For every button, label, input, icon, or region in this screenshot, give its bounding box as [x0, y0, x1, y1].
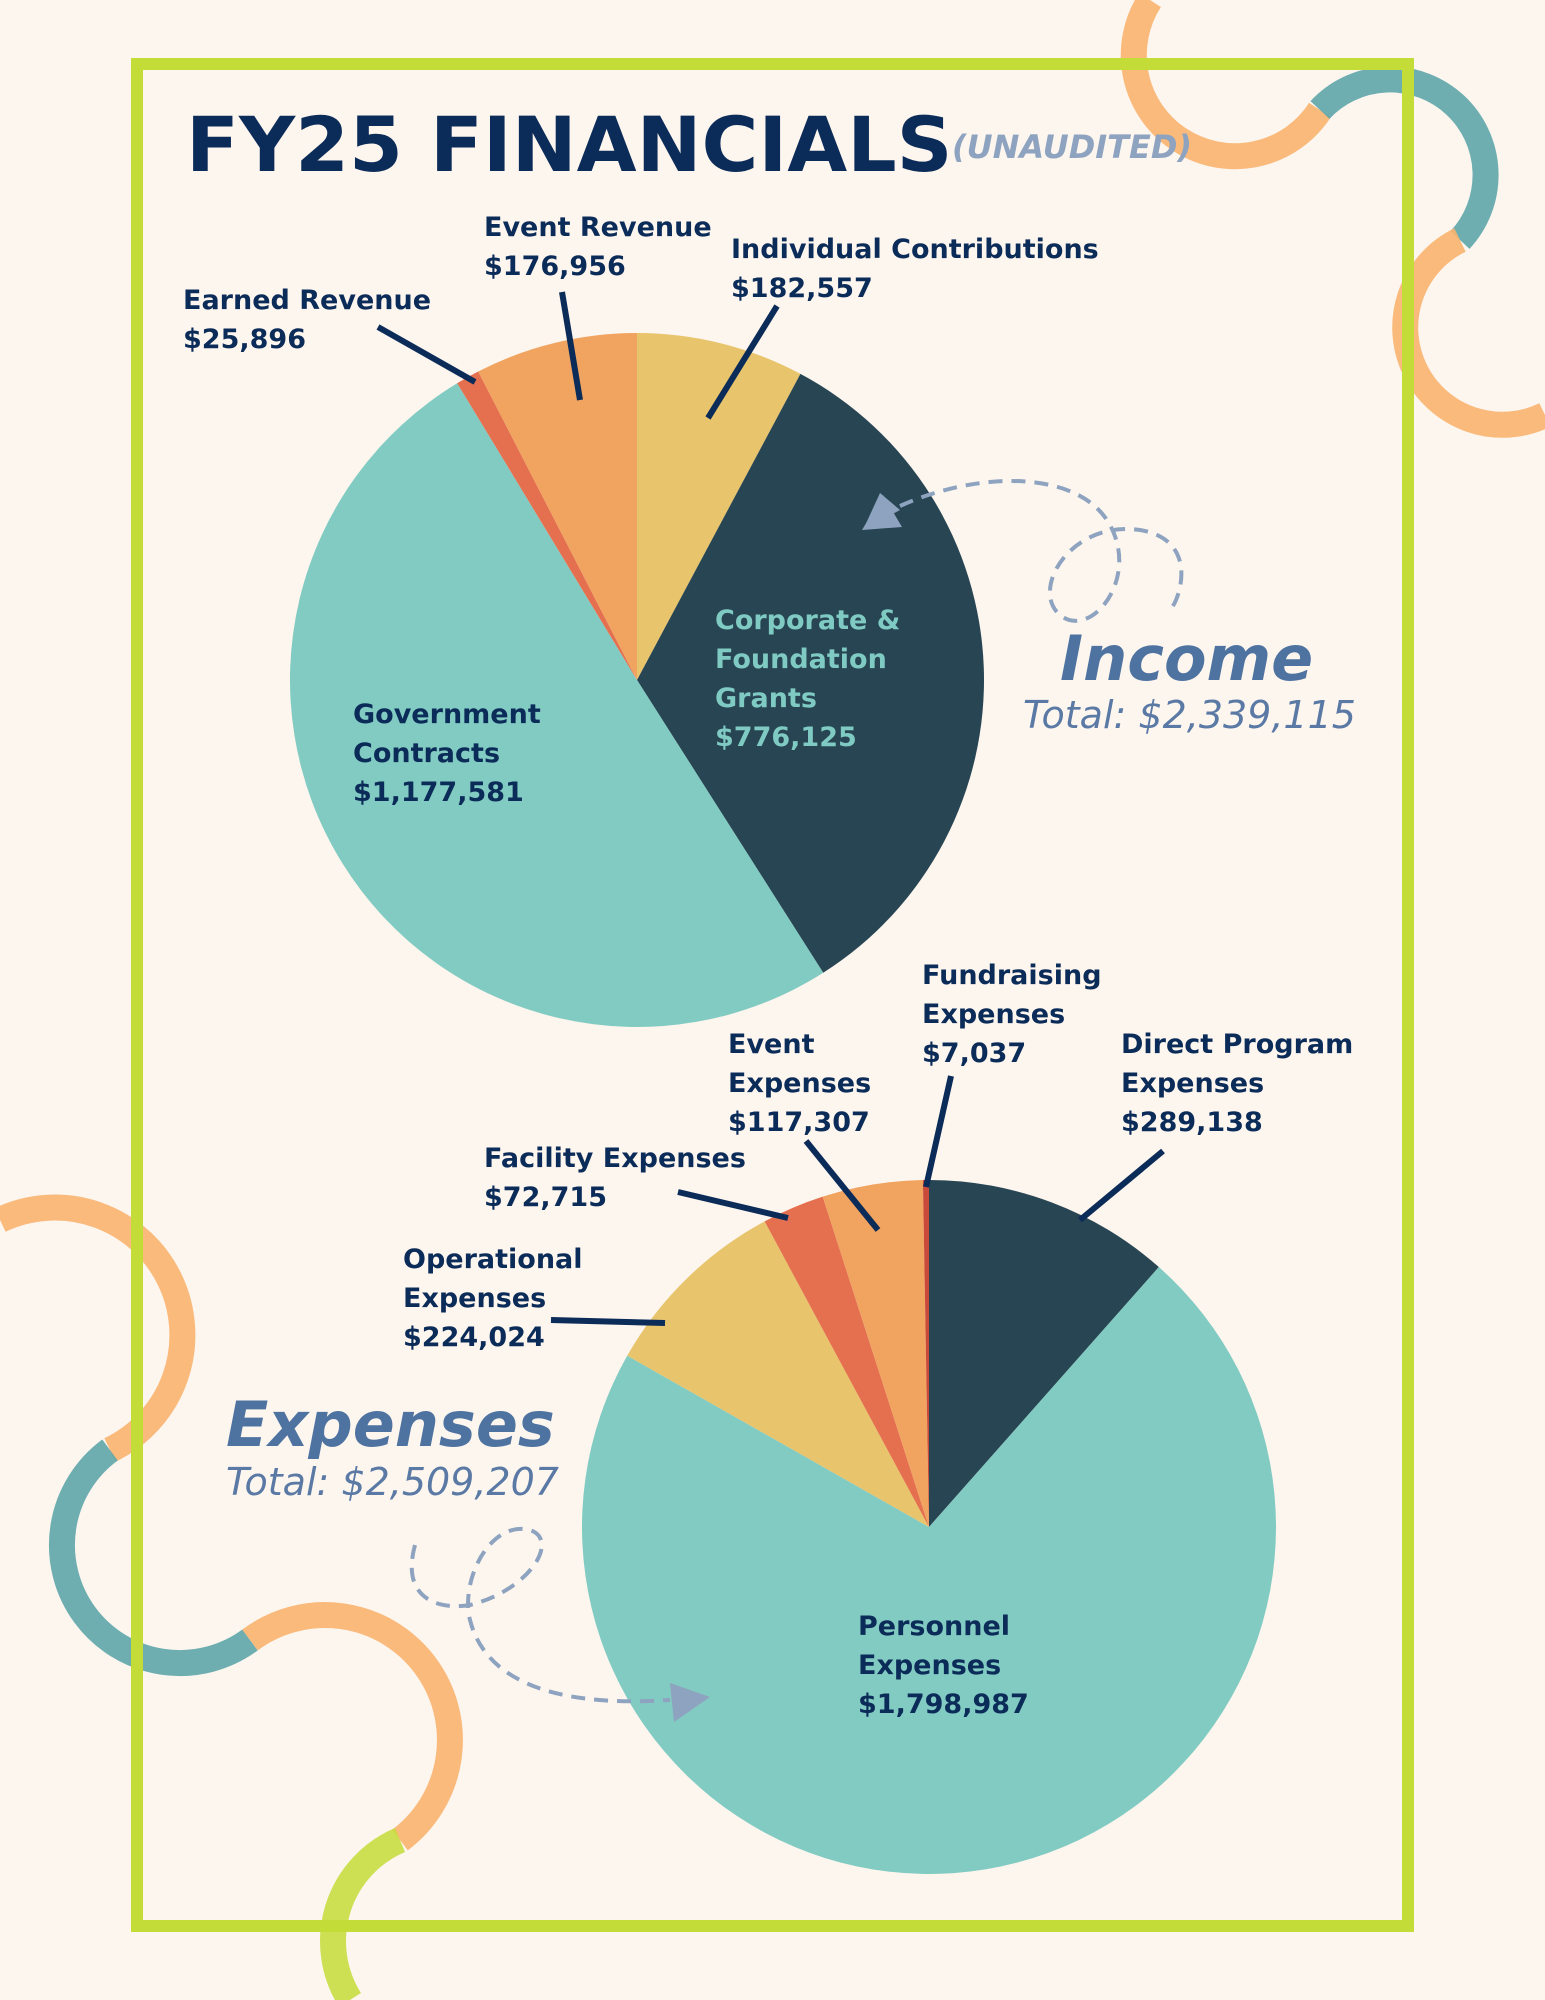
- income-title: Income: [1060, 622, 1314, 695]
- label-fundraising-expenses: Fundraising Expenses $7,037: [922, 960, 1102, 1069]
- income-total: Total: $2,339,115: [1023, 693, 1356, 737]
- pie-slice-operational-expenses: [627, 1221, 929, 1527]
- pie-slice-event-revenue: [478, 333, 637, 680]
- leader-operational: [550, 1317, 666, 1326]
- pie-slice-earned-revenue: [457, 371, 637, 680]
- label-government-contracts: Government Contracts $1,177,581: [353, 699, 541, 808]
- pie-slice-government-contracts: [289, 383, 824, 1028]
- expense-dashed-arrow: [409, 1526, 671, 1704]
- swirl-orange-top2: [1392, 228, 1545, 438]
- income-arrowhead-tip: [862, 495, 902, 530]
- page-subtitle: (UNAUDITED): [952, 128, 1193, 166]
- expense-arrowhead: [670, 1683, 710, 1722]
- swirl-teal-top: [1310, 66, 1499, 249]
- leader-direct-program: [1078, 1148, 1165, 1223]
- leader-event-revenue: [559, 291, 583, 401]
- pie-slice-facility-expenses: [764, 1196, 929, 1527]
- label-personnel-expenses: Personnel Expenses $1,798,987: [858, 1611, 1029, 1720]
- leader-facility: [677, 1189, 789, 1221]
- pie-slice-individual-contributions: [637, 333, 801, 680]
- swirl-orange-left: [0, 1194, 196, 1462]
- title-block: FY25 FINANCIALS: [186, 100, 952, 189]
- pie-slice-personnel-expenses: [582, 1267, 1276, 1874]
- pie-slice-fundraising-expenses: [922, 1180, 929, 1527]
- swirl-orange-top: [1120, 0, 1331, 170]
- expenses-total: Total: $2,509,207: [226, 1460, 559, 1504]
- expenses-title: Expenses: [226, 1388, 555, 1461]
- leader-earned-revenue: [376, 324, 477, 385]
- label-corporate-grants: Corporate & Foundation Grants $776,125: [715, 605, 901, 753]
- label-facility-expenses: Facility Expenses $72,715: [484, 1143, 746, 1213]
- label-direct-program-expenses: Direct Program Expenses $289,138: [1121, 1029, 1354, 1138]
- expense-pie: [582, 1180, 1276, 1874]
- leader-fundraising: [923, 1075, 954, 1188]
- content-frame: [131, 58, 1414, 1932]
- page-title: FY25 FINANCIALS: [186, 100, 953, 189]
- swirl-teal-left: [49, 1439, 258, 1676]
- label-event-expenses: Event Expenses $117,307: [728, 1029, 872, 1138]
- swirl-green-bottom: [320, 1828, 406, 2000]
- label-operational-expenses: Operational Expenses $224,024: [403, 1244, 583, 1353]
- label-earned-revenue: Earned Revenue $25,896: [183, 285, 432, 355]
- label-individual-contributions: Individual Contributions $182,557: [731, 234, 1099, 304]
- pie-slice-event-expenses: [822, 1180, 929, 1527]
- leader-individual: [705, 304, 780, 420]
- label-event-revenue: Event Revenue $176,956: [484, 212, 712, 282]
- swirl-orange-bottom: [242, 1602, 463, 1851]
- leader-event-expenses: [803, 1139, 881, 1232]
- income-dashed-arrow: [899, 479, 1184, 623]
- pie-slice-direct-program-expenses: [929, 1180, 1159, 1527]
